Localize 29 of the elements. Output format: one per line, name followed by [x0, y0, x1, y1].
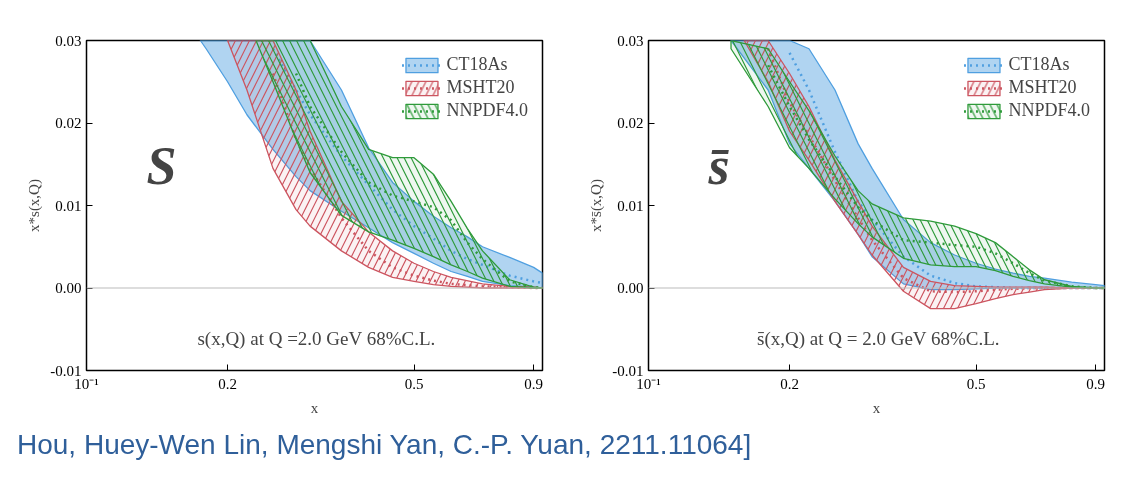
x-axis-title: x: [872, 399, 881, 416]
x-tick-label: 0.2: [780, 375, 799, 392]
x-tick-label: 0.5: [404, 375, 424, 392]
y-tick-label: 0.03: [617, 32, 644, 49]
y-tick-label: 0.01: [617, 197, 644, 214]
y-axis-title: x*s̄(x,Q): [588, 179, 606, 232]
y-tick-label: 0.01: [55, 197, 82, 214]
x-tick-label: 0.5: [966, 375, 986, 392]
y-tick-label: 0.02: [617, 115, 644, 131]
y-tick-label: 0.00: [55, 280, 82, 296]
y-tick-label: 0.00: [617, 280, 644, 296]
annotation: s(x,Q) at Q =2.0 GeV 68%C.L.: [197, 327, 436, 350]
annotation: S: [146, 135, 177, 196]
legend-label: MSHT20: [1008, 77, 1077, 98]
legend-label: MSHT20: [446, 77, 515, 98]
text: Hou, Huey-Wen Lin, Mengshi Yan, C.-P. Yuan, 2211.11064]: [17, 428, 752, 462]
legend-label: CT18As: [1008, 54, 1070, 75]
y-tick-label: 0.03: [55, 32, 82, 49]
legend-label: NNPDF4.0: [446, 100, 528, 121]
annotation: s̄: [707, 135, 730, 196]
x-tick-label: 0.9: [524, 375, 544, 392]
legend-label: NNPDF4.0: [1008, 100, 1090, 121]
x-tick-label: 0.9: [1086, 375, 1106, 392]
x-axis-title: x: [310, 399, 319, 416]
legend-label: CT18As: [446, 54, 508, 75]
y-tick-label: 0.02: [55, 115, 82, 131]
x-tick-label: 0.2: [218, 375, 237, 392]
annotation: s̄(x,Q) at Q = 2.0 GeV 68%C.L.: [757, 327, 1000, 350]
y-axis-title: x*s(x,Q): [26, 179, 44, 232]
